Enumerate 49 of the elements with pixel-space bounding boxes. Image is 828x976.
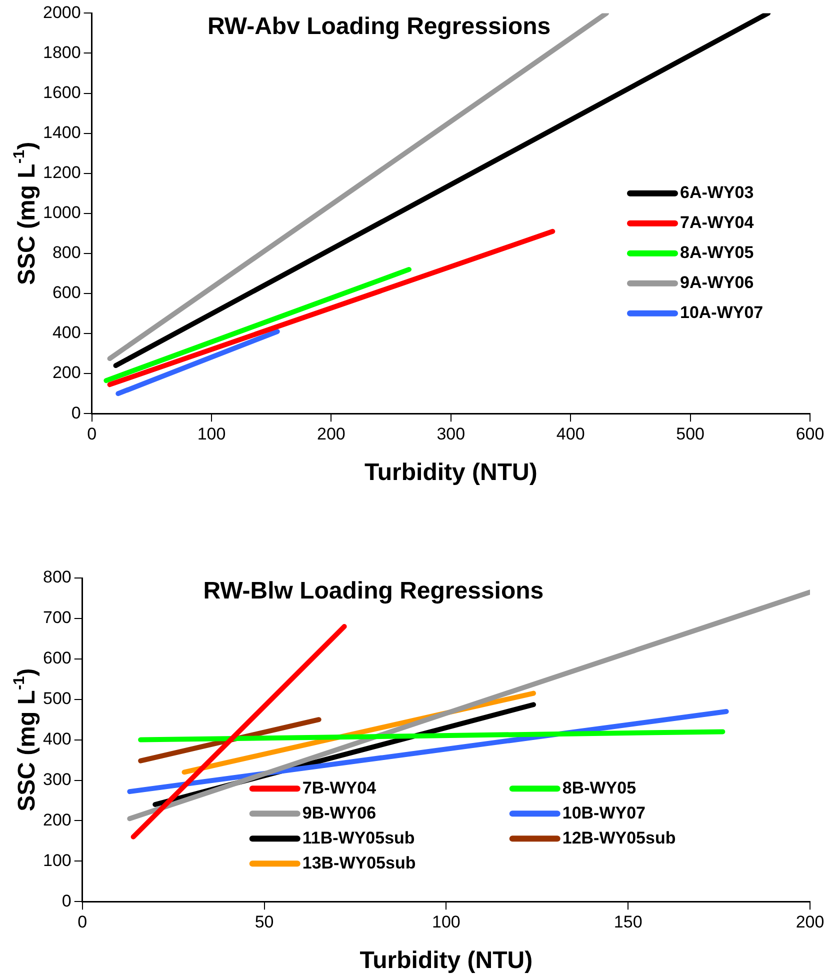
y-axis-title: SSC (mg L-1) (10, 668, 41, 812)
legend-label: 11B-WY05sub (302, 828, 415, 848)
x-tick-label: 50 (254, 912, 274, 932)
y-tick-label: 1600 (42, 82, 81, 102)
y-tick-label: 700 (42, 608, 72, 628)
y-tick-label: 800 (42, 568, 72, 587)
legend-label: 6A-WY03 (680, 183, 754, 202)
legend-label: 12B-WY05sub (562, 828, 676, 848)
legend-label: 9A-WY06 (680, 273, 754, 292)
y-tick-label: 800 (52, 243, 81, 262)
x-tick-label: 150 (614, 912, 642, 932)
legend-label: 7B-WY04 (302, 778, 377, 798)
x-axis-title: Turbidity (NTU) (360, 947, 533, 974)
y-tick-label: 2000 (42, 2, 81, 22)
y-tick-label: 1400 (42, 123, 81, 142)
y-tick-label: 100 (42, 850, 72, 870)
x-tick-label: 200 (796, 912, 824, 932)
legend-label: 10A-WY07 (680, 303, 764, 322)
x-tick-label: 400 (556, 424, 585, 444)
y-tick-label: 0 (62, 891, 72, 910)
y-axis-title: SSC (mg L-1) (10, 142, 41, 285)
legend-label: 8B-WY05 (562, 778, 636, 798)
y-tick-label: 400 (52, 323, 81, 342)
legend-label: 10B-WY07 (562, 803, 646, 822)
y-tick-label: 600 (42, 648, 72, 668)
legend-label: 13B-WY05sub (302, 853, 416, 872)
chart-title: RW-Blw Loading Regressions (203, 578, 544, 605)
x-tick-label: 500 (676, 424, 704, 444)
legend-label: 9B-WY06 (302, 803, 376, 822)
y-tick-label: 300 (42, 770, 72, 789)
legend-label: 7A-WY04 (680, 213, 754, 232)
x-tick-label: 100 (432, 912, 460, 932)
x-axis-title: Turbidity (NTU) (364, 459, 538, 486)
y-tick-label: 600 (52, 283, 81, 302)
y-tick-label: 1200 (42, 163, 81, 182)
y-tick-label: 0 (71, 403, 81, 422)
y-tick-label: 1000 (42, 203, 81, 222)
y-tick-label: 200 (52, 363, 81, 382)
x-tick-label: 200 (317, 424, 346, 444)
x-tick-label: 600 (796, 424, 824, 444)
y-tick-label: 1800 (42, 42, 81, 62)
x-tick-label: 100 (197, 424, 226, 444)
legend-label: 8A-WY05 (680, 243, 754, 262)
x-tick-label: 300 (436, 424, 466, 444)
x-tick-label: 0 (87, 424, 97, 444)
y-tick-label: 400 (42, 729, 72, 748)
chart-title: RW-Abv Loading Regressions (208, 12, 551, 40)
y-tick-label: 500 (42, 689, 72, 708)
y-tick-label: 200 (42, 810, 72, 830)
